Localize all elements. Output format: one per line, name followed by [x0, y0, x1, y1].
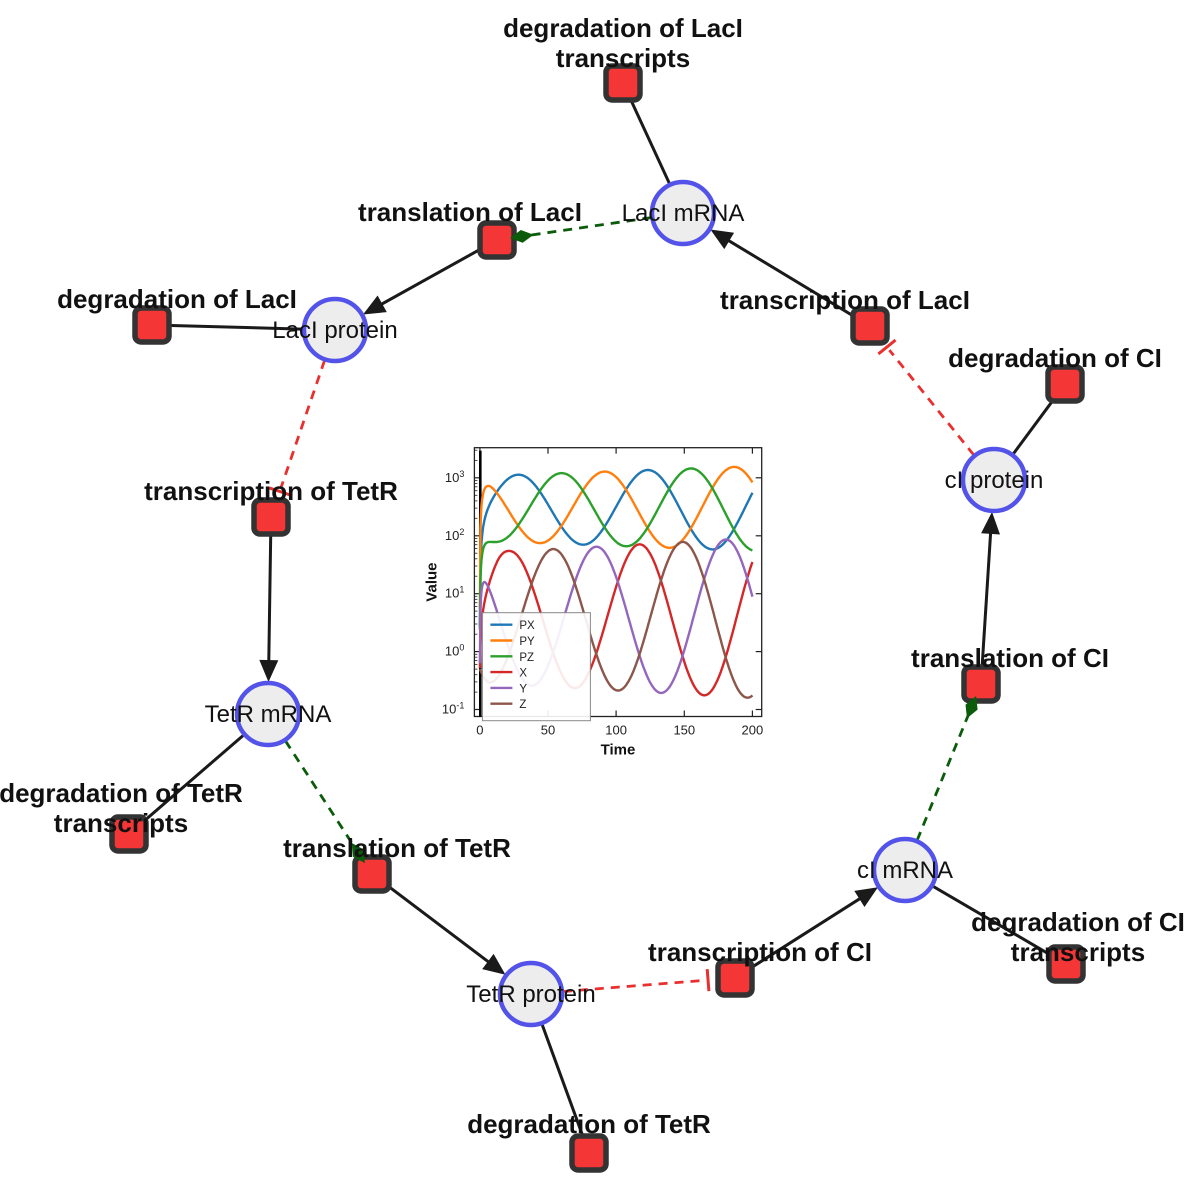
svg-text:PX: PX	[519, 620, 535, 632]
svg-text:TetR protein: TetR protein	[466, 981, 595, 1008]
svg-text:TetR mRNA: TetR mRNA	[205, 701, 332, 728]
svg-text:101: 101	[445, 585, 464, 601]
svg-text:cI protein: cI protein	[945, 467, 1044, 494]
svg-text:LacI protein: LacI protein	[272, 317, 397, 344]
svg-text:X: X	[519, 668, 527, 680]
svg-text:Z: Z	[519, 699, 526, 711]
svg-text:50: 50	[541, 723, 555, 738]
svg-text:Y: Y	[519, 683, 527, 695]
svg-text:102: 102	[445, 527, 464, 543]
svg-text:Time: Time	[601, 742, 636, 759]
svg-text:100: 100	[445, 643, 464, 659]
svg-text:100: 100	[605, 723, 627, 738]
svg-text:Value: Value	[423, 562, 440, 601]
svg-text:0: 0	[476, 723, 483, 738]
svg-text:10-1: 10-1	[442, 701, 464, 717]
svg-text:PZ: PZ	[519, 652, 534, 664]
svg-text:cI mRNA: cI mRNA	[857, 857, 953, 884]
svg-text:150: 150	[673, 723, 695, 738]
svg-text:PY: PY	[519, 636, 535, 648]
svg-text:200: 200	[742, 723, 764, 738]
